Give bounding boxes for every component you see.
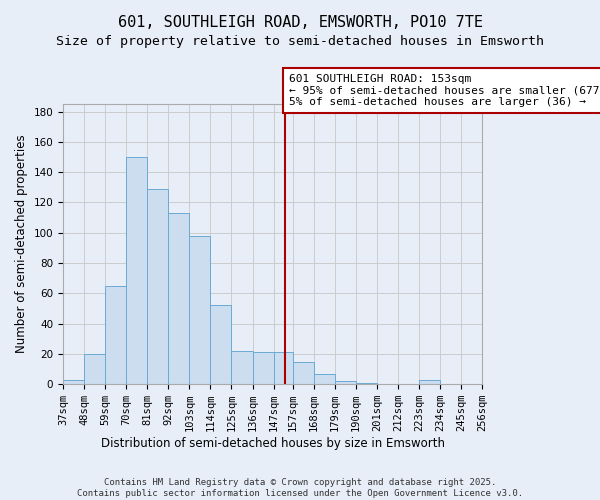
Text: Size of property relative to semi-detached houses in Emsworth: Size of property relative to semi-detach… bbox=[56, 35, 544, 48]
Bar bbox=[253, 352, 274, 384]
Bar bbox=[147, 189, 168, 384]
Bar bbox=[105, 286, 126, 384]
Y-axis label: Number of semi-detached properties: Number of semi-detached properties bbox=[15, 135, 28, 354]
Bar bbox=[168, 213, 190, 384]
Text: 601, SOUTHLEIGH ROAD, EMSWORTH, PO10 7TE: 601, SOUTHLEIGH ROAD, EMSWORTH, PO10 7TE bbox=[118, 15, 482, 30]
Text: Contains HM Land Registry data © Crown copyright and database right 2025.
Contai: Contains HM Land Registry data © Crown c… bbox=[77, 478, 523, 498]
Bar bbox=[126, 157, 147, 384]
Bar bbox=[335, 381, 356, 384]
X-axis label: Distribution of semi-detached houses by size in Emsworth: Distribution of semi-detached houses by … bbox=[101, 437, 445, 450]
Bar bbox=[293, 362, 314, 384]
Bar bbox=[190, 236, 211, 384]
Bar bbox=[232, 351, 253, 384]
Bar bbox=[211, 306, 232, 384]
Text: 601 SOUTHLEIGH ROAD: 153sqm
← 95% of semi-detached houses are smaller (677)
5% o: 601 SOUTHLEIGH ROAD: 153sqm ← 95% of sem… bbox=[289, 74, 600, 107]
Bar bbox=[356, 382, 377, 384]
Bar bbox=[84, 354, 105, 384]
Bar bbox=[63, 380, 84, 384]
Bar bbox=[314, 374, 335, 384]
Bar bbox=[419, 380, 440, 384]
Bar bbox=[274, 352, 293, 384]
